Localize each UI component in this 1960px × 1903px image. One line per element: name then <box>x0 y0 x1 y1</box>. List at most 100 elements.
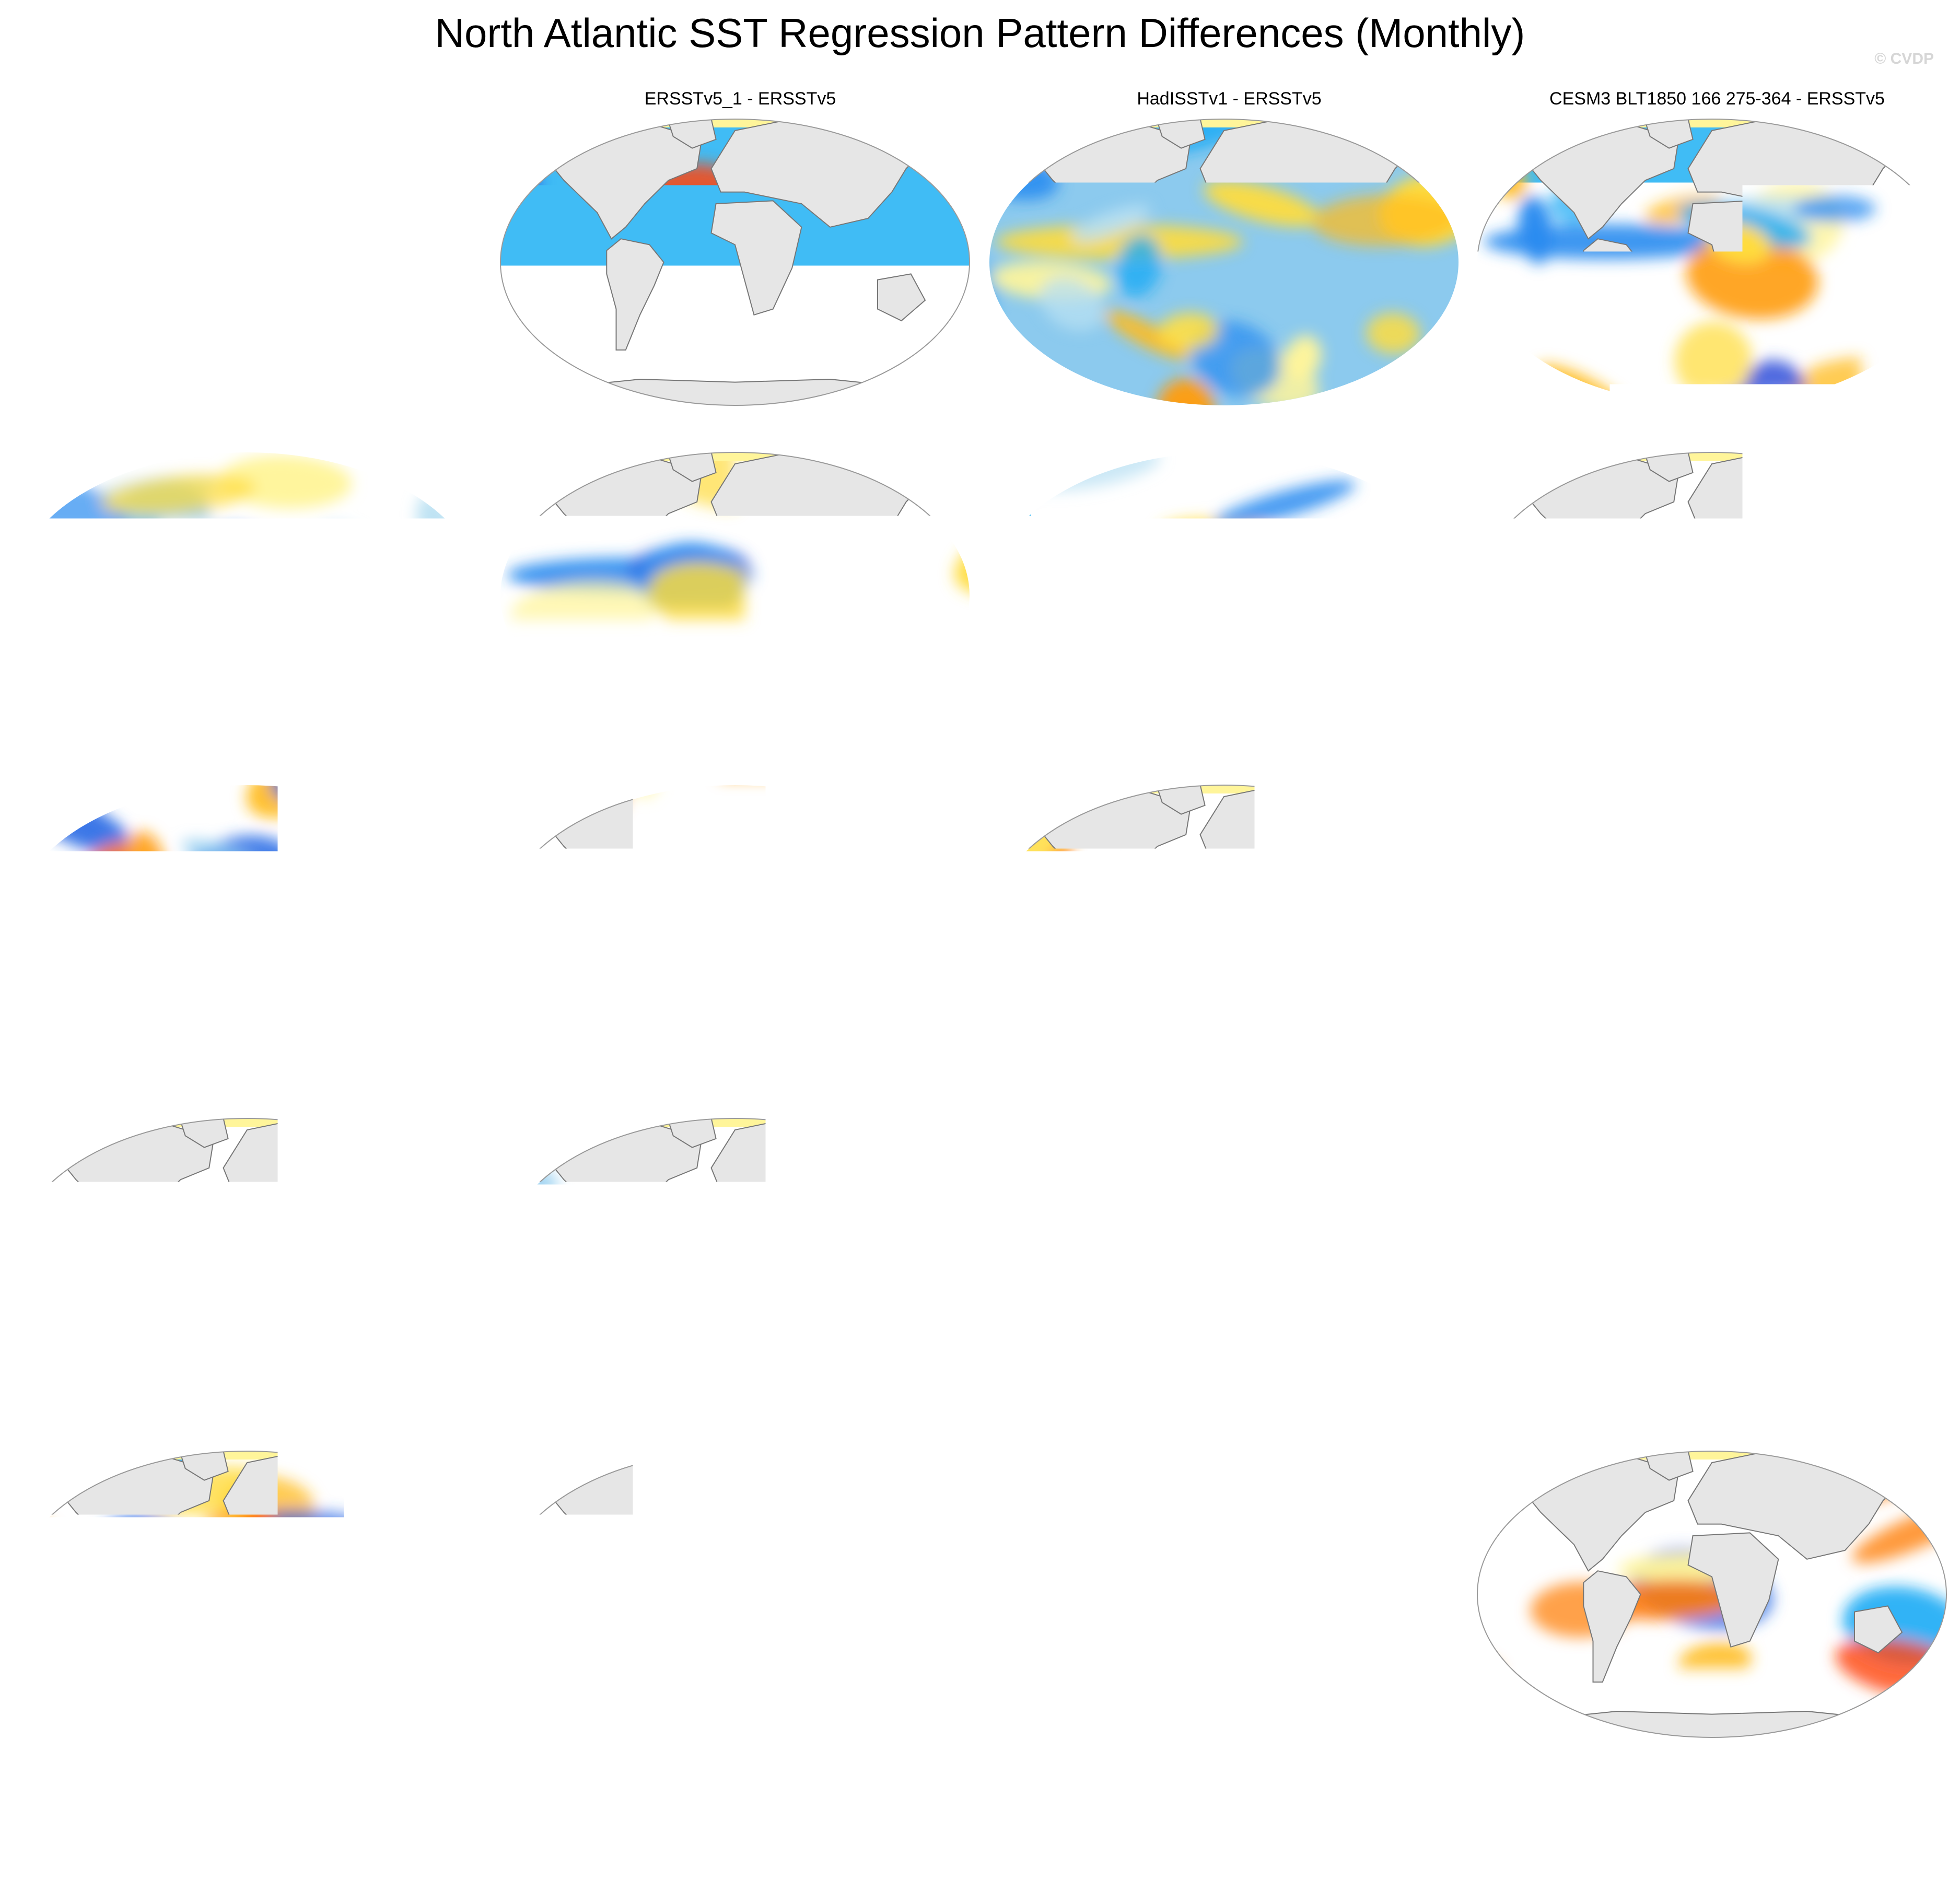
panel-title: CESM2 piControl 90D - ERSSTv5 <box>1474 755 1960 775</box>
colorbar-tick-label: -1.25 <box>566 1822 638 1857</box>
colorbar-swatch <box>856 1791 919 1820</box>
anomaly-region <box>9 1448 79 1499</box>
arctic-band <box>497 116 973 127</box>
anomaly-region <box>1474 690 1556 742</box>
panel-title: CESM2 piControl 90F - ERSSTv5 <box>497 755 983 775</box>
anomaly-region <box>899 1702 946 1741</box>
arctic-band <box>497 449 973 461</box>
panel-title: CESM2 piControl 90G - ERSSTv5 <box>9 755 495 775</box>
anomaly-region <box>1862 1115 1933 1119</box>
panel-title: CESM2 piControl 350A - ERSSTv5 <box>1474 1421 1960 1441</box>
anomaly-region <box>334 449 399 466</box>
colorbar-tick-label: -0.75 <box>693 1822 765 1857</box>
colorbar-swatch <box>1046 1791 1110 1820</box>
anomaly-region <box>64 1448 126 1468</box>
map-panel: CESM2 piControl 350D - ERSSTv5 <box>9 1421 495 1755</box>
anomaly-region <box>1448 449 1462 451</box>
arctic-band <box>497 1115 973 1127</box>
sst-map <box>497 1115 973 1408</box>
anomaly-region <box>1876 1115 1950 1165</box>
panel-title: ERSSTv5_1 - ERSSTv5 <box>497 89 983 109</box>
anomaly-region <box>986 449 1066 472</box>
anomaly-region <box>858 733 973 742</box>
sst-map <box>497 782 973 1075</box>
arctic-band <box>1474 116 1950 127</box>
panel-title: HadISSTv1 - ERSSTv5 <box>986 89 1472 109</box>
anomaly-region <box>1327 1115 1405 1128</box>
sst-map <box>986 116 1462 408</box>
map-panel: HadISSTv1 - ERSSTv5 <box>986 89 1472 423</box>
anomaly-region <box>509 1373 568 1408</box>
map-panel: CESM2 piControl 350B - ERSSTv5 <box>986 1421 1472 1755</box>
colorbar-swatch <box>1110 1791 1173 1820</box>
anomaly-region <box>1115 405 1277 408</box>
map-panel: CESM2 piControl 90C - ERSSTv5 <box>9 1088 495 1422</box>
panel-title: CESM2 piControl 90B - ERSSTv5 <box>497 1088 983 1108</box>
anomaly-region <box>902 116 973 130</box>
anomaly-region <box>734 1644 858 1681</box>
sst-map <box>1474 1115 1950 1408</box>
panel-title: CESM2 piControl 90C - ERSSTv5 <box>9 1088 495 1108</box>
map-panel: CESM2 piControl 90G - ERSSTv5 <box>9 755 495 1089</box>
map-panel: CESM2 piControl 90B - ERSSTv5 <box>497 1088 983 1422</box>
anomaly-region <box>1017 1037 1083 1075</box>
anomaly-region <box>9 1115 63 1154</box>
sst-map <box>497 116 973 408</box>
panel-title: CESM2 piControl 90E - ERSSTv5 <box>986 755 1472 775</box>
anomaly-region <box>1893 116 1950 134</box>
arctic-band <box>986 449 1462 461</box>
panel-title: CESM2 piControl 90A - ERSSTv5 <box>986 1088 1472 1108</box>
sst-map <box>986 782 1462 1075</box>
map-panel: CESM2 piControl 350A - ERSSTv5 <box>1474 1421 1960 1755</box>
sst-map <box>497 449 973 742</box>
anomaly-region <box>1378 449 1462 483</box>
colorbar-unit-label: C/C <box>0 1852 1960 1889</box>
anomaly-region <box>1474 823 1486 865</box>
map-panel: CESM2 piControl 90D - ERSSTv5 <box>1474 755 1960 1089</box>
colorbar-swatch <box>1363 1791 1427 1820</box>
map-panel: CESM2 piControl 90A - ERSSTv5 <box>986 1088 1472 1422</box>
colorbar-swatch <box>348 1791 412 1820</box>
anomaly-region <box>1343 1448 1429 1478</box>
anomaly-region <box>497 1377 588 1408</box>
panel-title: CESM3 BLT1850 166 275-364 - ERSSTv5 <box>1474 89 1960 109</box>
map-panel: CESM2 piControl 90E - ERSSTv5 <box>986 755 1472 1089</box>
arctic-band <box>9 782 485 793</box>
sst-map <box>497 1448 973 1741</box>
sst-map <box>9 782 485 1075</box>
colorbar-swatch <box>1554 1791 1618 1820</box>
anomaly-region <box>536 394 625 408</box>
anomaly-region <box>1584 1065 1649 1075</box>
arctic-band <box>497 1448 973 1460</box>
colorbar-tick-label: 0.25 <box>1016 1822 1077 1857</box>
anomaly-region <box>1476 131 1531 164</box>
map-panel: CESM3 BLT1850 166 185-274 - ERSSTv5 <box>9 422 495 756</box>
arctic-band <box>9 449 485 461</box>
sst-map <box>1474 782 1950 1075</box>
anomaly-region <box>1062 782 1197 785</box>
sst-map <box>9 1448 485 1741</box>
arctic-band <box>986 782 1462 793</box>
colorbar-tick-label: 0 <box>974 1822 991 1857</box>
arctic-band <box>1474 1448 1950 1460</box>
anomaly-region <box>9 782 80 821</box>
panel-title: CESM3 BLT1850 166 5-94 - ERSSTv5 <box>986 422 1472 442</box>
panel-title: CESM3 BLT1850 166 15-364 - ERSSTv5 <box>1474 1088 1960 1108</box>
chart-title: North Atlantic SST Regression Pattern Di… <box>0 9 1960 57</box>
watermark-text: © CVDP <box>1874 50 1934 68</box>
colorbar-tick-label: -1.75 <box>439 1822 511 1857</box>
sst-map <box>986 1115 1462 1408</box>
anomaly-region <box>1802 1448 1873 1457</box>
anomaly-region <box>1257 116 1401 121</box>
colorbar-swatch <box>539 1791 602 1820</box>
anomaly-region <box>9 739 118 742</box>
anomaly-region <box>832 737 905 742</box>
sst-map <box>1474 1448 1950 1741</box>
anomaly-region <box>986 724 1137 742</box>
arctic-band <box>986 116 1462 127</box>
arctic-band <box>9 1448 485 1460</box>
panel-title: CESM2 piControl 90H - ERSSTv5 <box>1474 422 1960 442</box>
panel-title: CESM2 piControl 350D - ERSSTv5 <box>9 1421 495 1441</box>
map-panel: CESM3 BLT1850 166 275-364 - ERSSTv5 <box>1474 89 1960 423</box>
arctic-band <box>497 782 973 793</box>
